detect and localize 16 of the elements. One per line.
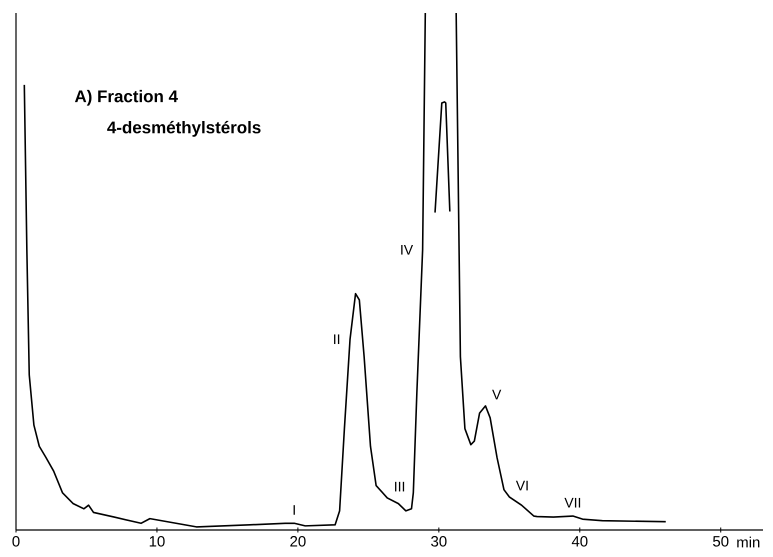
x-tick-label: 30 [431, 536, 447, 547]
x-tick-label: 50 [713, 536, 728, 547]
annotation: VII [564, 498, 580, 508]
x-axis-title: min [737, 536, 760, 548]
text: 4-desméthylstérols [107, 120, 261, 137]
x-tick-label: 10 [150, 536, 165, 547]
x-tick-label: 20 [290, 536, 306, 547]
annotation: II [334, 334, 340, 344]
x-tick-label: 40 [572, 536, 588, 547]
annotation: I [294, 505, 295, 515]
annotation: III [395, 482, 404, 492]
annotation: V [492, 390, 502, 400]
x-tick-label: 0 [12, 536, 20, 547]
annotation: VI [516, 480, 528, 490]
annotation: IV [401, 244, 414, 255]
text: A) Fraction 4 [74, 90, 178, 106]
